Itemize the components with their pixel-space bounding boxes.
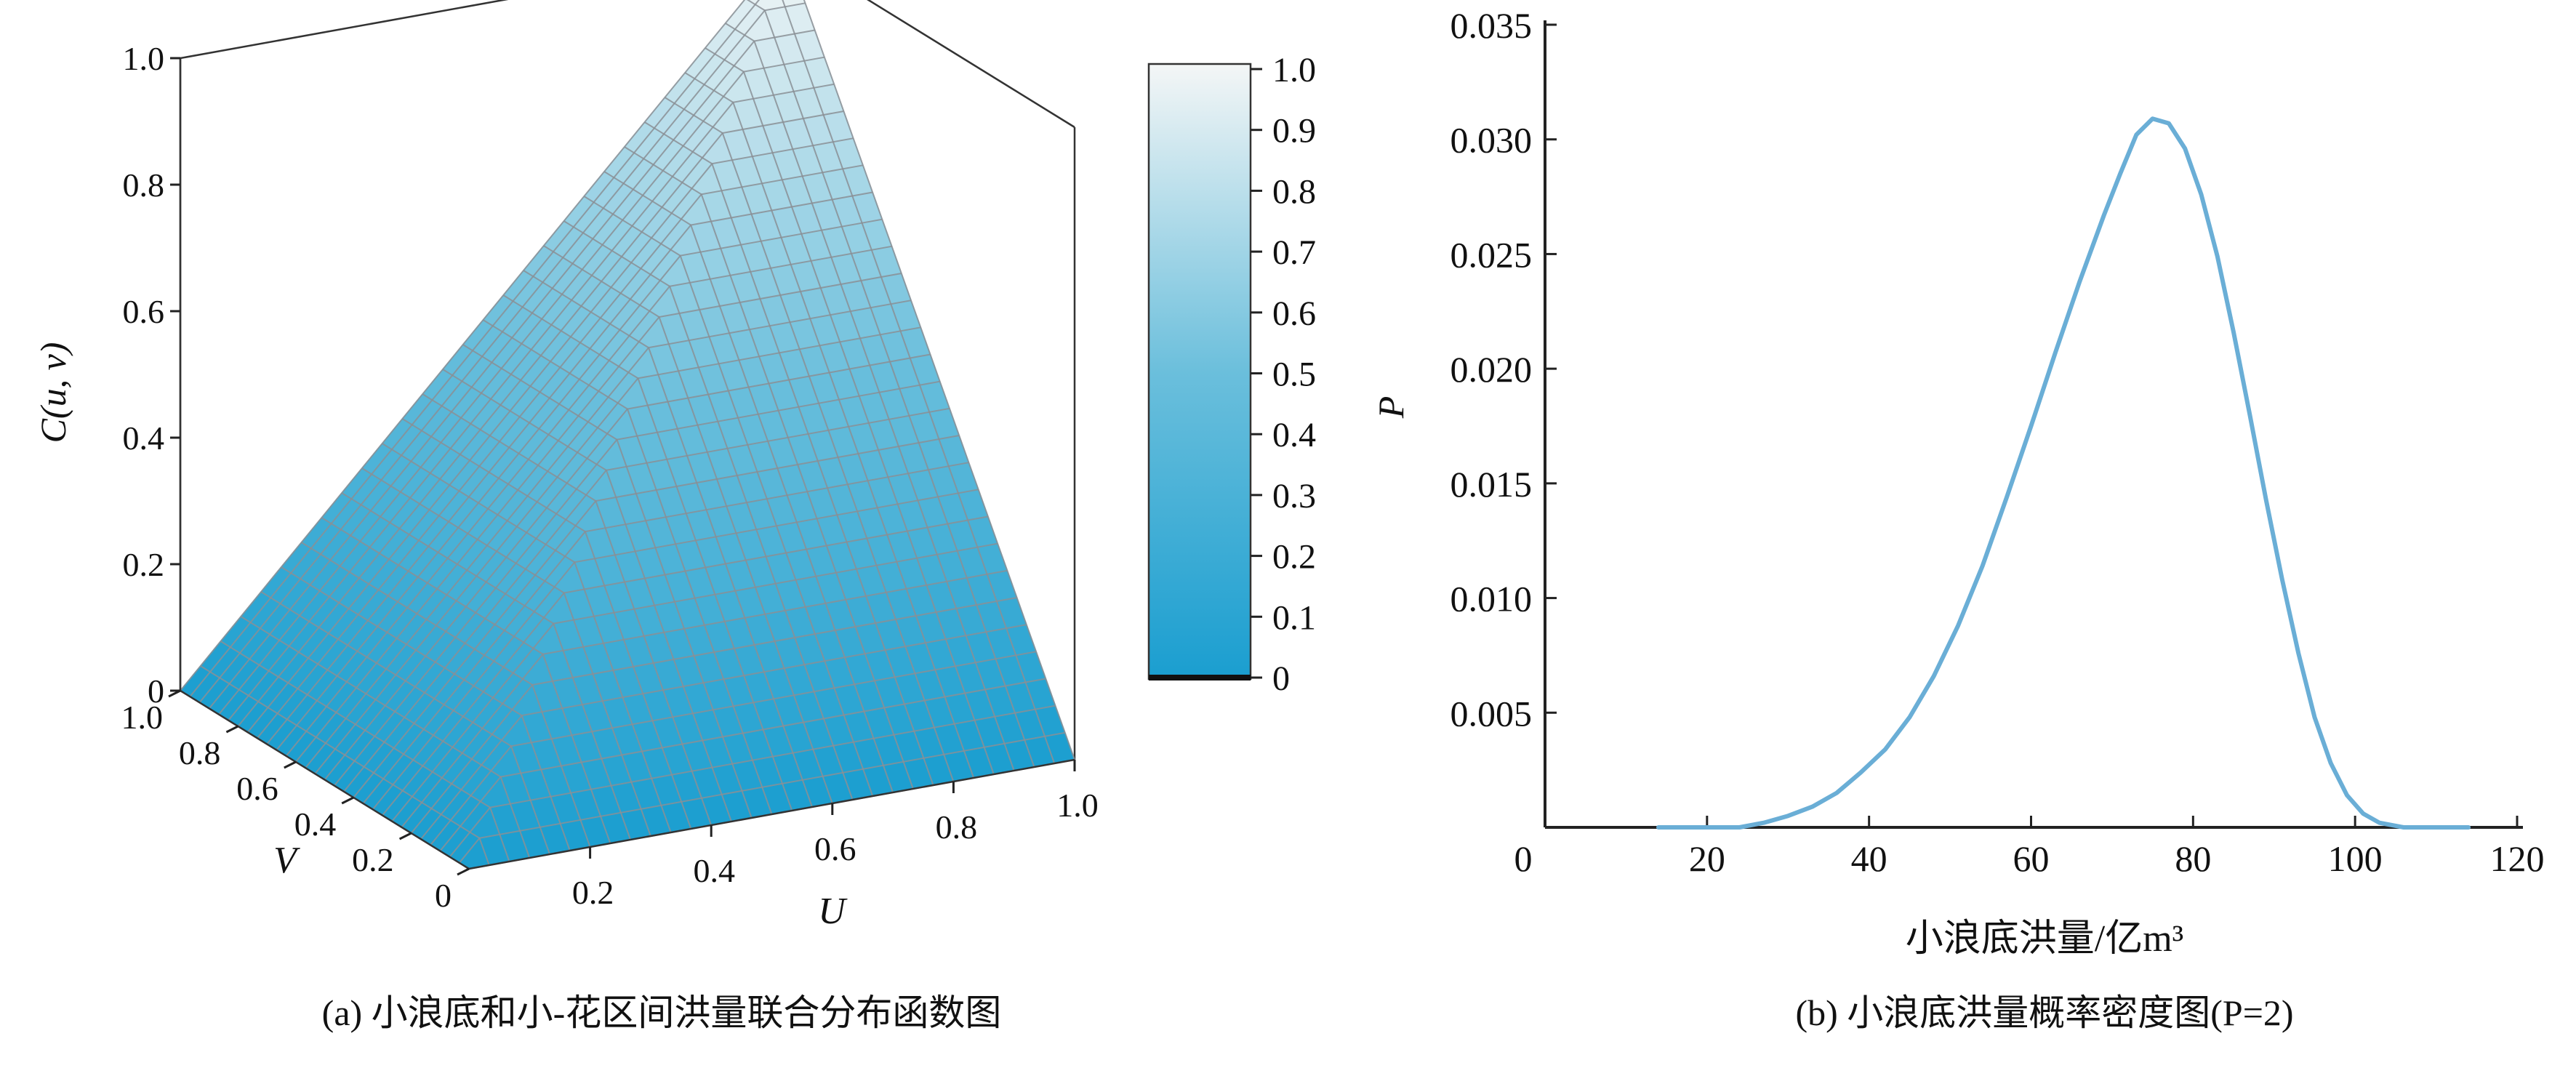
y-tick-label: 0.010 <box>1450 579 1533 619</box>
v-tick-label: 0 <box>435 877 452 914</box>
grid-line-v <box>218 56 825 715</box>
y-tick-label: 0.020 <box>1450 349 1533 390</box>
y-tick-label: 0.025 <box>1450 234 1533 275</box>
v-axis: 0 0.2 0.4 0.6 0.8 1.0 <box>121 689 470 914</box>
colorbar-tick-label: 0.3 <box>1272 477 1316 515</box>
colorbar <box>1147 63 1252 680</box>
z-axis: 0 0.2 0.4 0.6 0.8 1.0 <box>123 40 182 710</box>
density-ticks: 0 20 40 60 80 100 120 0.005 0.010 0.015 0.020 0.025… <box>1450 5 2545 879</box>
v-tick-label: 0.8 <box>179 734 221 771</box>
grid-line-u <box>746 0 1035 768</box>
x-tick-label: 20 <box>1689 838 1725 879</box>
grid-line-u <box>803 0 1075 760</box>
x-tick-label: 120 <box>2490 838 2545 879</box>
z-tick-label: 0 <box>148 672 164 710</box>
grid-line-v <box>228 83 835 721</box>
v-tick-label: 0.2 <box>352 841 394 878</box>
colorbar-tick-label: 0.5 <box>1272 356 1316 394</box>
colorbar-tick-label: 0.8 <box>1272 172 1316 211</box>
grid-line-v <box>198 2 806 703</box>
v-axis-line <box>180 689 470 870</box>
u-tick-label: 1.0 <box>1056 787 1099 824</box>
x-tick-label: 60 <box>2013 838 2050 879</box>
colorbar-base <box>1149 675 1251 680</box>
y-tick-label: 0.005 <box>1450 693 1533 734</box>
density-chart: 0 20 40 60 80 100 120 0.005 0.010 0.015 0.020 0.025… <box>1371 5 2545 1033</box>
z-tick-label: 1.0 <box>123 40 165 77</box>
u-tick-label: 0.4 <box>693 852 735 889</box>
v-tick <box>168 689 181 698</box>
colorbar-tick-label: 0.6 <box>1272 294 1316 333</box>
v-tick-label: 0.6 <box>236 770 278 807</box>
caption-b: (b) 小浪底洪量概率密度图(P=2) <box>1795 992 2293 1033</box>
grid-line-u <box>725 23 1015 771</box>
v-tick-label: 1.0 <box>121 699 164 736</box>
z-tick-label: 0.2 <box>123 546 165 583</box>
u-axis: 0.2 0.4 0.6 0.8 1.0 <box>572 760 1099 911</box>
v-tick <box>398 832 412 840</box>
x-tick-label: 100 <box>2328 838 2383 879</box>
x-axis-label: 小浪底洪量/亿m³ <box>1906 918 2184 960</box>
grid-line-u <box>705 47 995 775</box>
u-tick-label: 0.2 <box>572 874 614 911</box>
y-axis-label: P <box>1371 396 1411 419</box>
v-tick-label: 0.4 <box>294 806 337 843</box>
v-tick <box>457 867 470 876</box>
colorbar-tick-label: 0.4 <box>1272 416 1316 454</box>
v-tick <box>284 760 297 769</box>
y-tick-label: 0.035 <box>1450 5 1533 46</box>
z-tick-label: 0.6 <box>123 293 165 330</box>
u-tick-label: 0.6 <box>814 830 856 867</box>
colorbar-tick-label: 0.7 <box>1272 233 1316 272</box>
u-axis-label: U <box>818 891 848 932</box>
y-tick-label: 0.015 <box>1450 464 1533 505</box>
colorbar-tick-label: 0.9 <box>1272 112 1316 150</box>
colorbar-ticks: 0 0.1 0.2 0.3 0.4 0.5 0.6 0.7 0.8 0.9 1.0 <box>1251 51 1316 698</box>
grid-line-v <box>180 0 746 691</box>
x-tick-label: 80 <box>2175 838 2211 879</box>
z-tick-label: 0.4 <box>123 419 165 457</box>
colorbar-tick-label: 0.2 <box>1272 538 1316 577</box>
surface-chart: 0 0.2 0.4 0.6 0.8 1.0 0 0.2 0.4 0.6 0.8 1.0 0.2 0.4… <box>33 0 1316 1033</box>
box-edge <box>180 0 509 60</box>
x-tick-label: 0 <box>1514 838 1533 879</box>
x-tick-label: 40 <box>1851 838 1887 879</box>
y-tick-label: 0.030 <box>1450 120 1533 161</box>
grid-line-u <box>782 0 1056 764</box>
grid-line-v <box>208 29 815 710</box>
caption-a: (a) 小浪底和小-花区间洪量联合分布函数图 <box>322 992 1002 1033</box>
box-edge <box>867 0 1075 129</box>
v-axis-label: V <box>273 840 300 881</box>
z-tick-label: 0.8 <box>123 166 165 204</box>
z-axis-label: C(u, v) <box>33 342 73 443</box>
v-tick <box>341 796 354 805</box>
colorbar-tick-label: 0.1 <box>1272 598 1316 637</box>
density-series-line <box>1656 116 2471 830</box>
grid-line-v <box>189 0 761 697</box>
u-tick-label: 0.8 <box>936 808 978 846</box>
colorbar-tick-label: 0 <box>1272 659 1290 698</box>
v-tick <box>225 725 239 734</box>
colorbar-tick-label: 1.0 <box>1272 51 1316 89</box>
u-axis-line <box>468 758 1075 870</box>
surface-grid <box>180 0 1075 870</box>
